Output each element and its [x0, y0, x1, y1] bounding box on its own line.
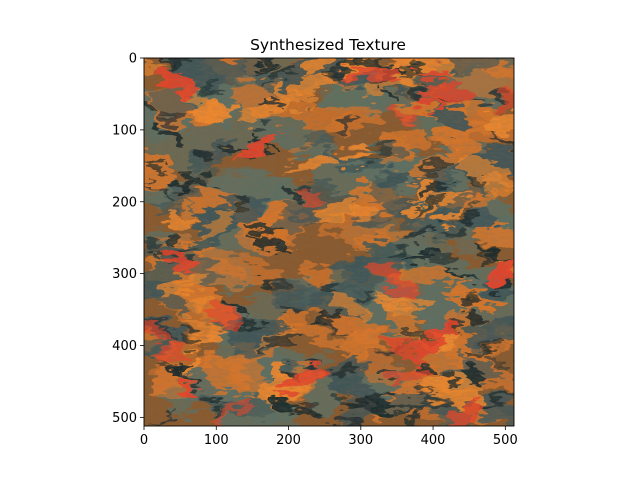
y-tick-label: 400 [112, 339, 137, 354]
texture-image [102, 30, 548, 445]
x-axis: 0 100 200 300 400 500 [140, 426, 518, 448]
y-tick-label: 100 [112, 123, 137, 138]
y-tick-label: 500 [112, 411, 137, 426]
x-tick-label: 0 [140, 433, 148, 448]
x-tick-label: 400 [421, 433, 446, 448]
x-tick-label: 500 [493, 433, 518, 448]
y-tick-label: 0 [129, 52, 137, 67]
chart-title: Synthesized Texture [250, 36, 406, 54]
x-tick-label: 300 [348, 433, 373, 448]
y-tick-label: 200 [112, 195, 137, 210]
x-tick-label: 200 [276, 433, 301, 448]
x-tick-label: 100 [204, 433, 229, 448]
y-axis: 0 100 200 300 400 500 [112, 52, 144, 426]
y-tick-label: 300 [112, 267, 137, 282]
texture-grain [144, 58, 514, 426]
